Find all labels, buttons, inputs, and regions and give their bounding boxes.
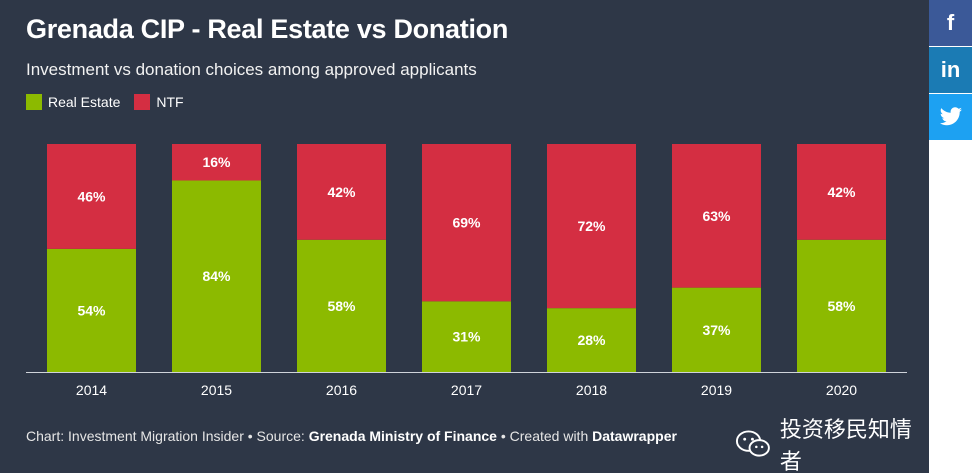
data-label-ntf-2018: 72% (577, 218, 606, 234)
linkedin-share-button[interactable]: in (929, 47, 972, 93)
share-bar: f in (929, 0, 972, 140)
facebook-share-button[interactable]: f (929, 0, 972, 46)
x-tick-label-2018: 2018 (576, 382, 607, 398)
twitter-share-button[interactable] (929, 94, 972, 140)
x-tick-label-2020: 2020 (826, 382, 857, 398)
chart-title: Grenada CIP - Real Estate vs Donation (26, 14, 509, 44)
footer-tool[interactable]: Datawrapper (592, 428, 677, 444)
data-label-ntf-2020: 42% (827, 184, 856, 200)
bar-ntf-2019[interactable] (672, 144, 761, 288)
bar-real-estate-2018[interactable] (547, 308, 636, 372)
facebook-icon: f (946, 10, 955, 35)
data-label-ntf-2016: 42% (327, 184, 356, 200)
linkedin-icon: in (940, 57, 961, 82)
bar-ntf-2016[interactable] (297, 144, 386, 240)
chart-footer: Chart: Investment Migration Insider • So… (26, 428, 677, 444)
bar-real-estate-2016[interactable] (297, 239, 386, 372)
x-tick-label-2017: 2017 (451, 382, 482, 398)
watermark: 投资移民知情者 (735, 412, 929, 476)
chart-panel: Grenada CIP - Real Estate vs Donation In… (0, 0, 929, 476)
legend-swatch-real-estate (26, 94, 42, 110)
legend-item-ntf: NTF (134, 94, 184, 110)
bar-real-estate-2019[interactable] (672, 287, 761, 372)
data-label-ntf-2014: 46% (77, 188, 106, 204)
legend-label-ntf: NTF (156, 94, 184, 110)
data-label-real-estate-2020: 58% (827, 298, 856, 314)
data-label-real-estate-2019: 37% (702, 322, 731, 338)
bar-ntf-2015[interactable] (172, 144, 261, 181)
footer-prefix: Chart: Investment Migration Insider • So… (26, 428, 309, 444)
data-label-real-estate-2017: 31% (452, 329, 481, 345)
bar-real-estate-2014[interactable] (47, 248, 136, 372)
data-label-real-estate-2014: 54% (77, 302, 106, 318)
bar-ntf-2018[interactable] (547, 144, 636, 309)
bar-real-estate-2015[interactable] (172, 180, 261, 372)
bar-ntf-2014[interactable] (47, 144, 136, 249)
stacked-bar-chart: 54% 46% 2014 84% 16% 2015 58% 42% 2016 31% 69% 2017… (26, 144, 907, 398)
legend: Real Estate NTF (26, 94, 184, 110)
watermark-text: 投资移民知情者 (779, 418, 912, 475)
x-tick-label-2015: 2015 (201, 382, 232, 398)
chart-subtitle: Investment vs donation choices among app… (26, 60, 477, 79)
footer-source[interactable]: Grenada Ministry of Finance (308, 428, 497, 444)
legend-label-real-estate: Real Estate (48, 94, 121, 110)
x-tick-label-2019: 2019 (701, 382, 732, 398)
bar-ntf-2020[interactable] (797, 144, 886, 240)
data-label-real-estate-2015: 84% (202, 268, 231, 284)
x-tick-label-2016: 2016 (326, 382, 357, 398)
x-tick-label-2014: 2014 (76, 382, 107, 398)
data-label-ntf-2017: 69% (452, 215, 481, 231)
legend-item-real-estate: Real Estate (26, 94, 120, 110)
data-label-real-estate-2016: 58% (327, 298, 356, 314)
legend-swatch-ntf (134, 94, 151, 110)
data-label-real-estate-2018: 28% (577, 332, 606, 348)
bar-ntf-2017[interactable] (422, 144, 511, 302)
data-label-ntf-2015: 16% (202, 154, 231, 170)
wechat-icon (735, 430, 770, 457)
twitter-icon (939, 107, 962, 126)
bar-real-estate-2020[interactable] (797, 239, 886, 372)
data-label-ntf-2019: 63% (702, 208, 731, 224)
bar-real-estate-2017[interactable] (422, 301, 511, 372)
footer-middle: • Created with (496, 428, 593, 444)
